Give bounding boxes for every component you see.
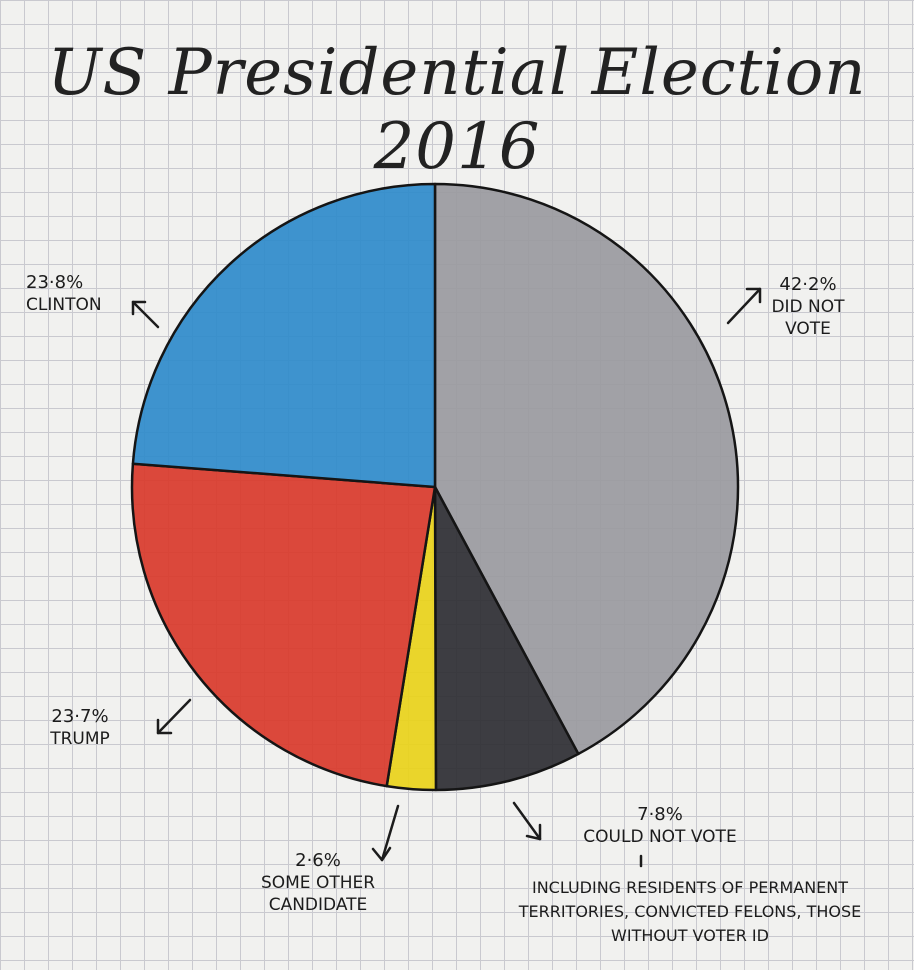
label-did-not-vote-pct: 42·2%: [779, 274, 837, 295]
arrow-trump: [156, 698, 192, 735]
label-other-pct: 2·6%: [295, 850, 341, 871]
label-other-name: SOME OTHER CANDIDATE: [260, 873, 376, 915]
label-trump: 23·7% TRUMP: [30, 706, 130, 750]
label-clinton-pct: 23·8%: [26, 272, 84, 293]
label-trump-name: TRUMP: [50, 729, 110, 749]
arrow-other: [371, 804, 400, 862]
arrow-clinton: [131, 300, 160, 329]
pie-slice-trump: [130, 462, 437, 788]
label-could-not-vote-name: COULD NOT VOTE: [583, 827, 737, 847]
label-trump-pct: 23·7%: [51, 706, 109, 727]
arrow-did-not-vote: [726, 287, 762, 325]
label-clinton-name: CLINTON: [26, 295, 102, 315]
could-not-vote-note: INCLUDING RESIDENTS OF PERMANENT TERRITO…: [518, 878, 862, 945]
label-did-not-vote-name: DID NOT VOTE: [771, 297, 845, 339]
label-other: 2·6% SOME OTHER CANDIDATE: [238, 850, 398, 916]
pie-slice-could-not-vote: [433, 485, 580, 792]
pie-slice-did-not-vote: [433, 182, 740, 756]
pie-slice-clinton: [131, 182, 437, 489]
arrow-could-not-vote: [512, 801, 542, 841]
label-could-not-vote: 7·8% COULD NOT VOTE: [560, 804, 760, 848]
label-could-not-vote-pct: 7·8%: [637, 804, 683, 825]
chart-title: US Presidential Election 2016: [47, 36, 867, 184]
label-did-not-vote: 42·2% DID NOT VOTE: [768, 274, 848, 340]
label-clinton: 23·8% CLINTON: [26, 272, 136, 316]
